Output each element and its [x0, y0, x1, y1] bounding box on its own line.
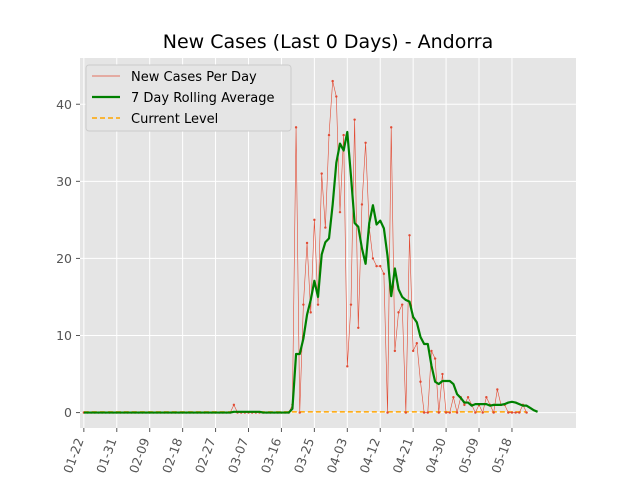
y-tick-label: 0 [64, 405, 72, 420]
y-tick-label: 20 [56, 251, 72, 266]
new-cases-point [485, 395, 488, 399]
new-cases-point [400, 303, 404, 306]
x-tick-label: 04-12 [357, 436, 384, 475]
new-cases-point [492, 411, 495, 414]
new-cases-point [393, 349, 397, 353]
x-tick-label: 01-31 [93, 436, 120, 475]
y-axis-ticks: 0 10 20 30 40 [56, 97, 80, 420]
new-cases-point [430, 349, 433, 353]
new-cases-point [331, 79, 334, 83]
new-cases-point [364, 141, 367, 144]
new-cases-point [463, 403, 466, 407]
y-tick-label: 10 [56, 328, 72, 343]
new-cases-point [327, 133, 331, 137]
new-cases-point [232, 403, 236, 407]
y-tick-label: 30 [56, 174, 72, 189]
new-cases-point [525, 411, 528, 414]
new-cases-point [496, 388, 499, 391]
new-cases-point [353, 118, 356, 121]
new-cases-point [426, 411, 430, 414]
new-cases-point [375, 264, 378, 268]
x-tick-label: 01-22 [60, 436, 87, 475]
new-cases-point [422, 411, 426, 414]
new-cases-point [481, 411, 484, 414]
x-tick-label: 02-09 [126, 436, 153, 475]
new-cases-point [448, 411, 451, 414]
new-cases-point [316, 303, 320, 306]
new-cases-point [408, 234, 411, 237]
new-cases-point [455, 411, 459, 414]
x-tick-label: 05-18 [488, 436, 515, 475]
new-cases-point [514, 411, 517, 414]
new-cases-point [320, 172, 323, 175]
x-axis-ticks: 01-22 01-31 02-09 02-18 02-27 03-07 03-16 03-25… [60, 428, 515, 475]
rolling-average-line [83, 130, 539, 414]
new-cases-point [302, 303, 305, 306]
new-cases-point [305, 241, 309, 245]
new-cases-point [294, 126, 298, 129]
new-cases-point [390, 126, 393, 129]
legend-label-rolling-average: 7 Day Rolling Average [131, 91, 274, 106]
legend-label-current-level: Current Level [131, 112, 218, 127]
new-cases-point [518, 411, 521, 414]
new-cases-point [379, 264, 382, 268]
x-tick-label: 03-25 [291, 436, 318, 475]
new-cases-point [357, 326, 360, 329]
legend-label-new-cases: New Cases Per Day [131, 70, 257, 85]
new-cases-point [371, 257, 375, 260]
new-cases-point [382, 272, 386, 276]
new-cases-point [309, 311, 312, 314]
new-cases-point [452, 395, 455, 399]
new-cases-point [386, 411, 389, 414]
new-cases-point [415, 342, 419, 345]
new-cases-point [349, 303, 353, 306]
new-cases-point [441, 372, 444, 376]
x-tick-label: 02-27 [192, 436, 219, 475]
new-cases-point [444, 411, 448, 414]
series-layer [82, 79, 539, 414]
new-cases-point [346, 365, 349, 368]
y-tick-label: 40 [56, 97, 72, 112]
x-tick-label: 04-21 [389, 436, 416, 475]
x-tick-label: 03-07 [225, 436, 252, 475]
new-cases-point [433, 357, 437, 360]
new-cases-point [338, 210, 342, 214]
new-cases-point [298, 411, 301, 414]
legend-box [85, 64, 292, 132]
chart-title: New Cases (Last 0 Days) - Andorra [163, 31, 494, 53]
new-cases-point [324, 226, 327, 229]
x-tick-label: 02-18 [159, 436, 186, 475]
new-cases-point [419, 380, 422, 383]
x-tick-label: 05-09 [455, 436, 482, 475]
new-cases-point [474, 411, 477, 414]
new-cases-point [335, 95, 338, 98]
legend: New Cases Per Day 7 Day Rolling Average … [85, 64, 292, 132]
new-cases-point [342, 133, 345, 137]
new-cases-point [466, 395, 470, 399]
x-tick-label: 04-03 [324, 436, 351, 475]
x-tick-label: 03-16 [258, 436, 285, 475]
x-tick-label: 04-30 [422, 436, 449, 475]
new-cases-point [313, 218, 316, 222]
new-cases-point [507, 411, 510, 414]
new-cases-point [404, 411, 408, 414]
new-cases-point [397, 311, 400, 314]
new-cases-point [510, 411, 514, 414]
new-cases-point [360, 203, 364, 206]
new-cases-point [437, 411, 440, 414]
new-cases-point [411, 349, 415, 353]
